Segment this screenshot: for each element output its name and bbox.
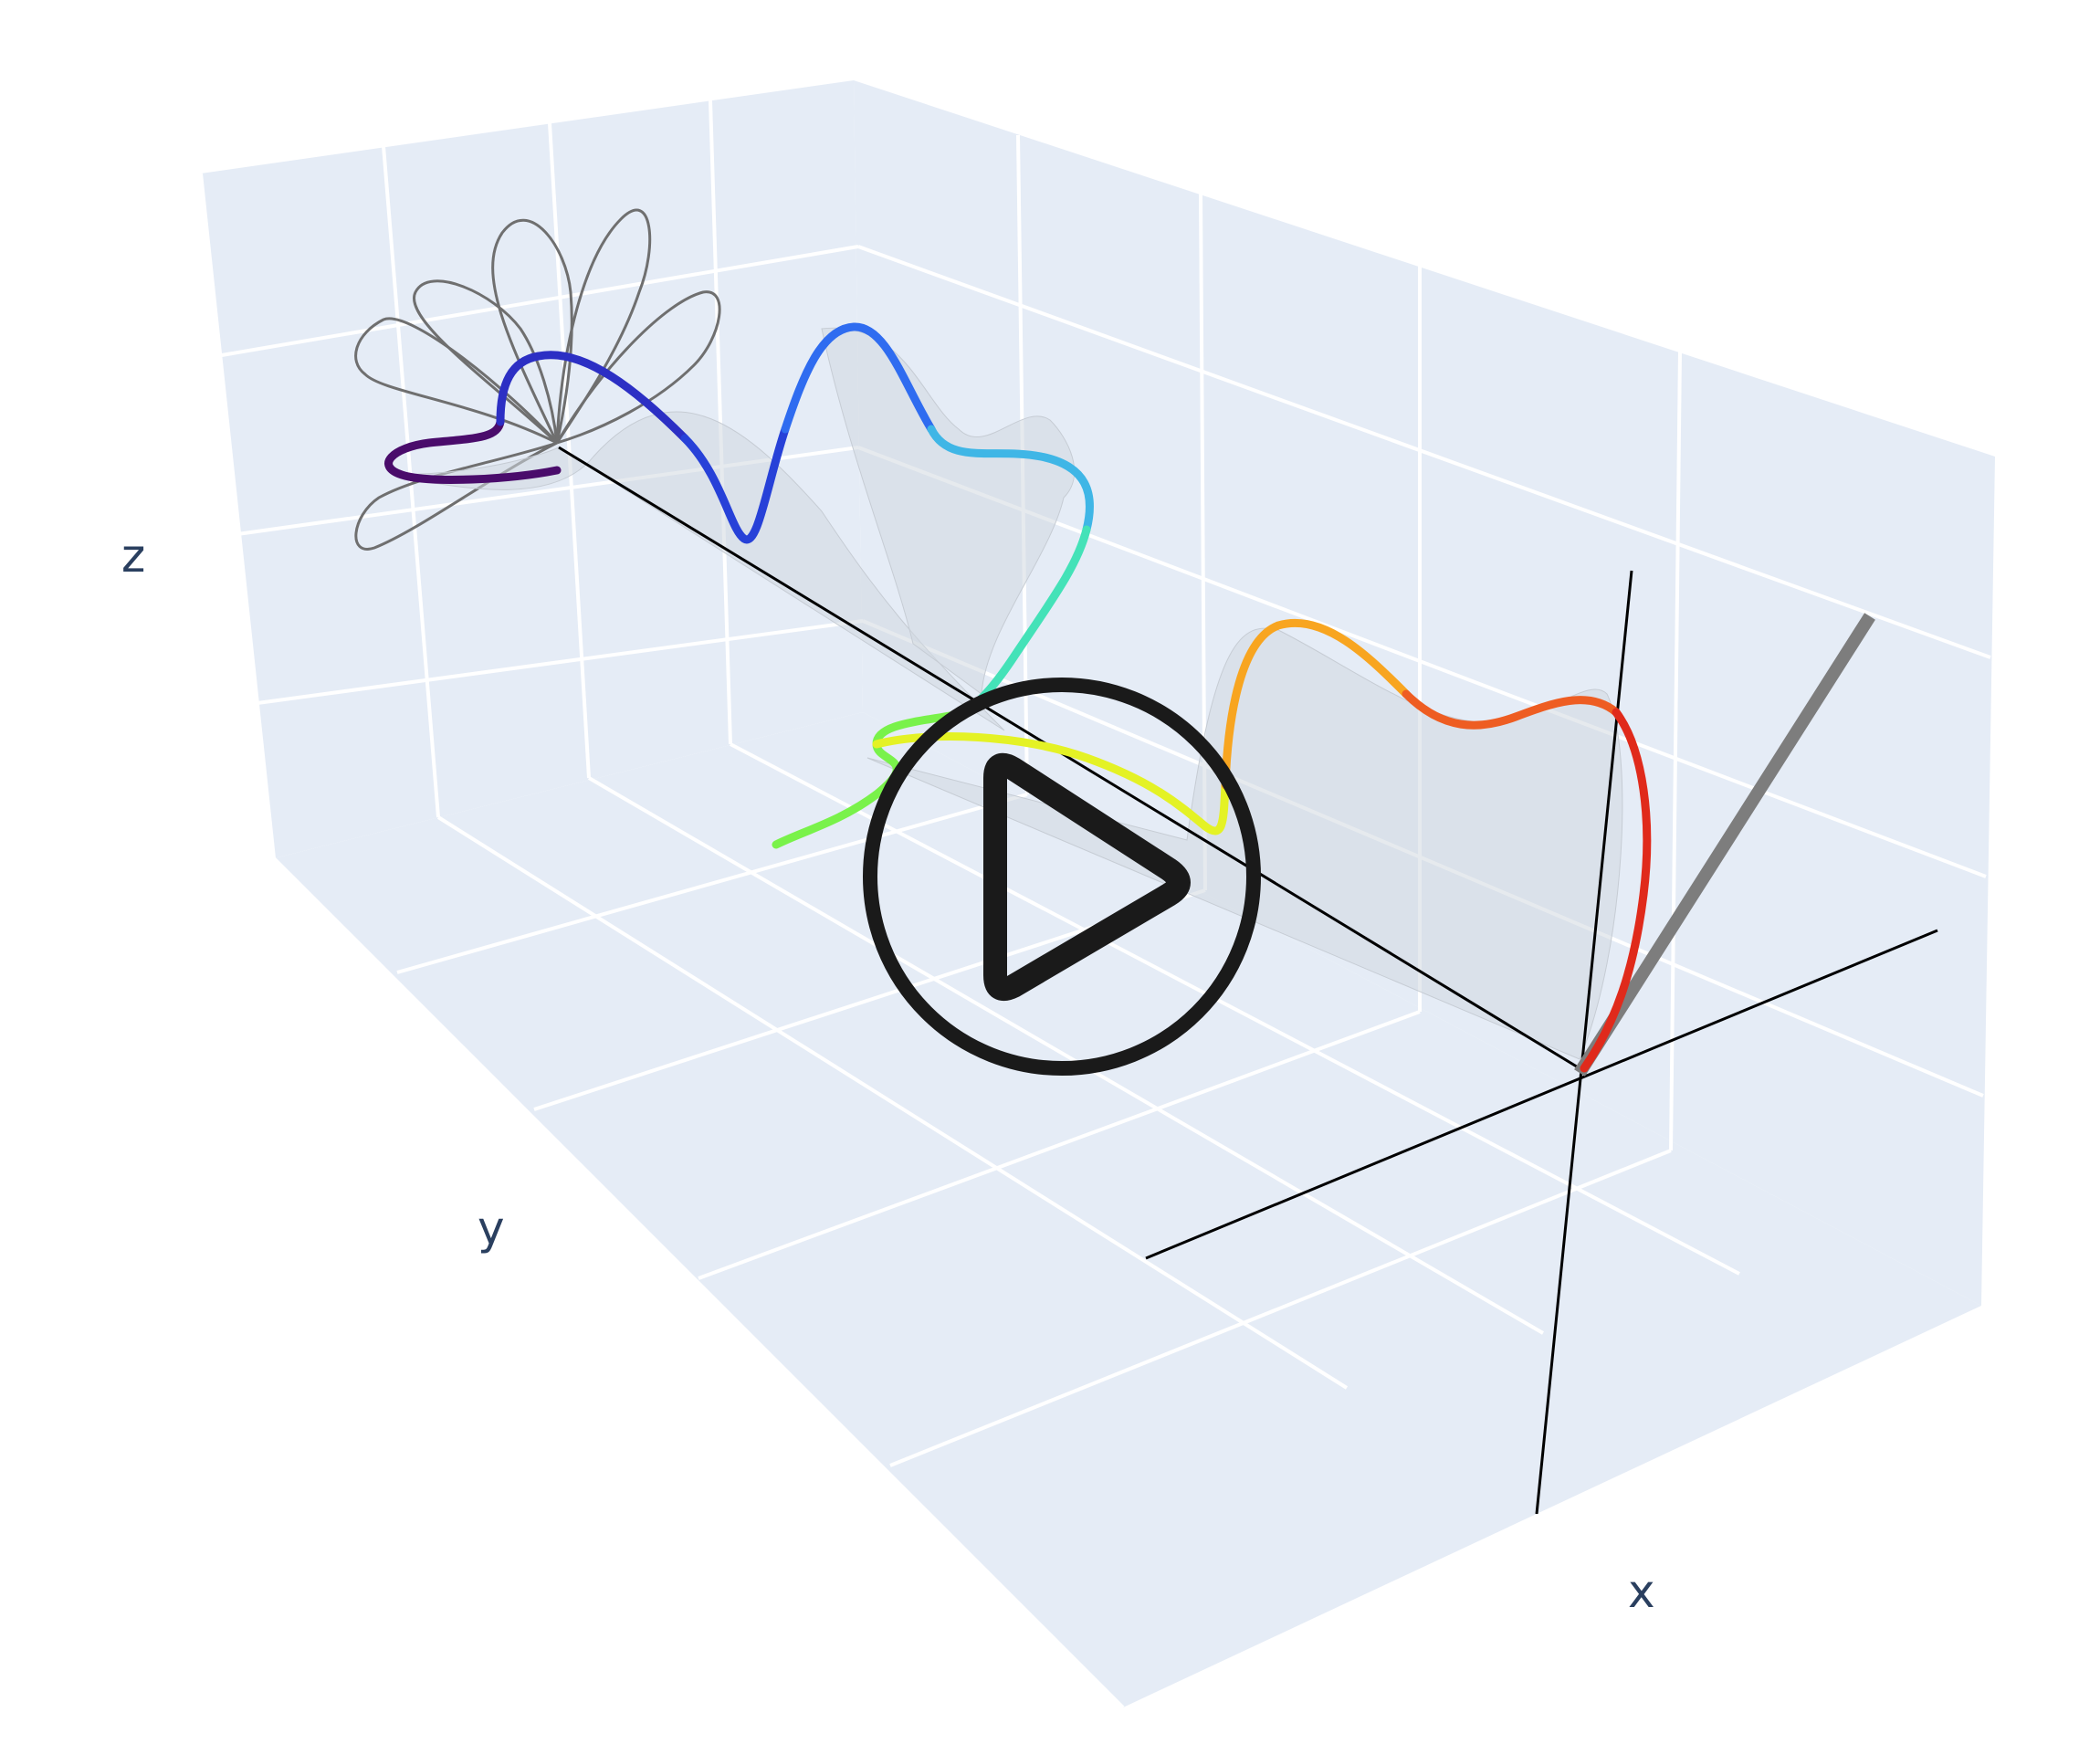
play-icon: [983, 752, 1191, 1001]
axis-title-y: y: [478, 1202, 505, 1255]
play-button-ring: [863, 678, 1261, 1076]
colored-curve: [384, 322, 1652, 1073]
play-button[interactable]: [863, 678, 1261, 1076]
axis-title-z: z: [121, 530, 145, 583]
curve-segment-blue: [680, 425, 790, 544]
curve-segment-orange: [1221, 618, 1411, 790]
floor-plane: [274, 712, 1981, 1707]
curve-segment-green: [772, 708, 972, 849]
curve-segment-purple: [384, 417, 562, 484]
curve-segment-indigo: [496, 351, 689, 443]
curve-segment-yellow: [872, 732, 1230, 835]
curve-segment-cyan: [927, 425, 1094, 534]
curve-segment-lightblue: [781, 322, 936, 434]
curve-segment-darkorange: [1402, 689, 1621, 730]
centerline-axis: [558, 446, 1580, 1070]
back-wall-right: [854, 80, 1995, 1306]
origin-axes: [1145, 570, 1938, 1515]
direction-vector: [1574, 613, 1875, 1077]
axis-title-x: x: [1628, 1565, 1655, 1618]
curve-segment-red: [1580, 708, 1652, 1073]
projection-petals: [354, 208, 721, 551]
